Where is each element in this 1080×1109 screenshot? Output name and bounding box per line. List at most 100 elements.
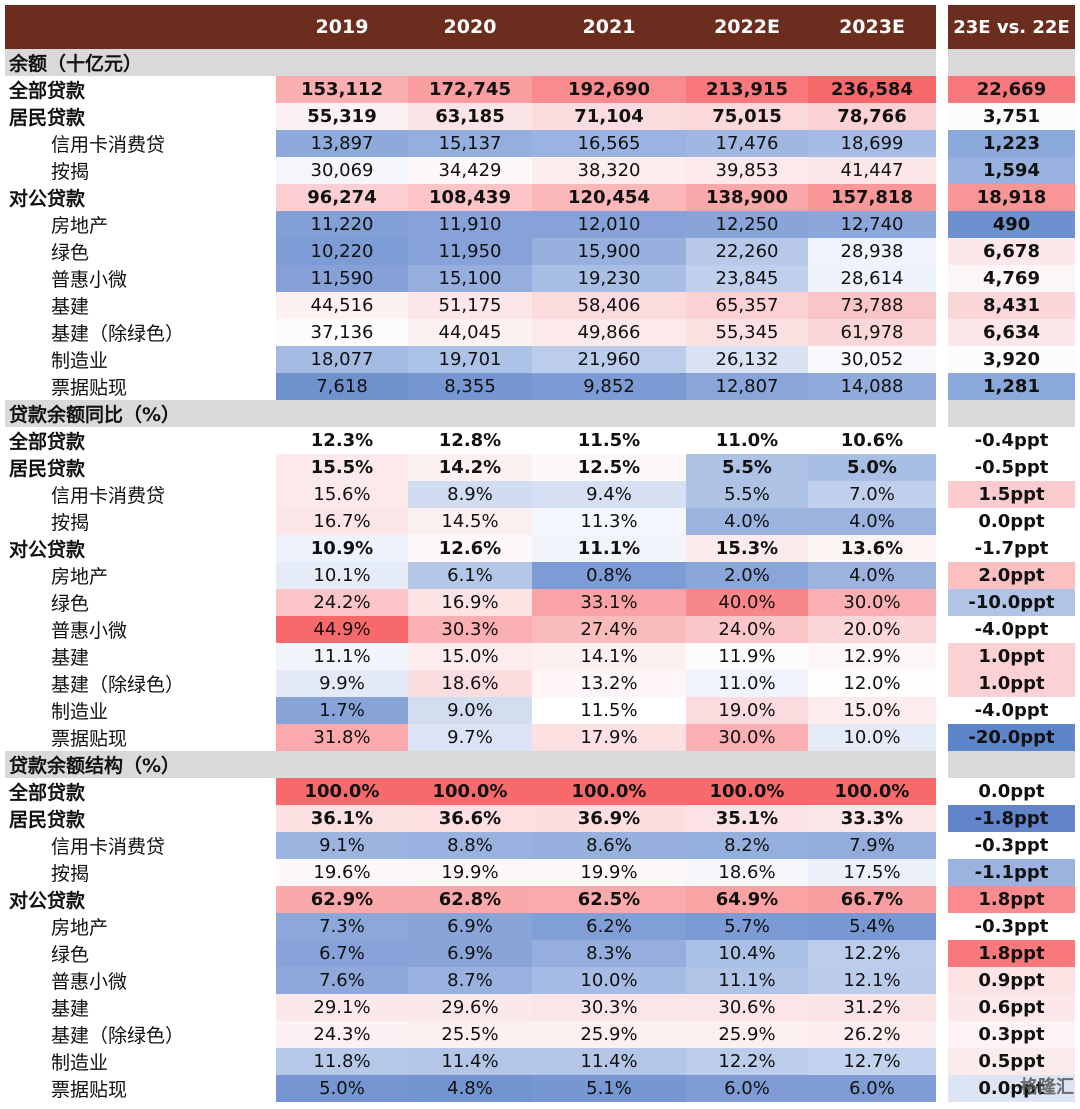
value-cell: 138,900 (686, 184, 808, 211)
value-cell: 15,100 (408, 265, 532, 292)
value-cell: 35.1% (686, 805, 808, 832)
table-row: 对公贷款 62.9% 62.8% 62.5% 64.9% 66.7% 1.8ppt (5, 886, 1075, 913)
table-row: 绿色 6.7% 6.9% 8.3% 10.4% 12.2% 1.8ppt (5, 940, 1075, 967)
header-year: 2023E (839, 16, 905, 38)
value-cell: 17.5% (808, 859, 936, 886)
column-gap (936, 1048, 948, 1075)
value-cell: 26.2% (808, 1021, 936, 1048)
table-row: 全部贷款 100.0% 100.0% 100.0% 100.0% 100.0% 0.0ppt (5, 778, 1075, 805)
column-gap (936, 697, 948, 724)
value-cell: 25.9% (532, 1021, 686, 1048)
table-row: 绿色 24.2% 16.9% 33.1% 40.0% 30.0% -10.0ppt (5, 589, 1075, 616)
value-cell: 6.9% (408, 940, 532, 967)
value-cell: 19.6% (276, 859, 408, 886)
row-label: 信用卡消费贷 (51, 836, 166, 858)
value-cell: 30.3% (408, 616, 532, 643)
column-gap (936, 130, 948, 157)
table-row: 普惠小微 11,590 15,100 19,230 23,845 28,614 4,769 (5, 265, 1075, 292)
table-row: 信用卡消费贷 13,897 15,137 16,565 17,476 18,699 1,22… (5, 130, 1075, 157)
value-cell: 29.1% (276, 994, 408, 1021)
table-row: 普惠小微 7.6% 8.7% 10.0% 11.1% 12.1% 0.9ppt (5, 967, 1075, 994)
row-label: 制造业 (51, 1052, 109, 1074)
row-label: 房地产 (51, 215, 109, 237)
table-body: 余额（十亿元） 全部贷款 153,112 172,745 192,690 213,915 2… (5, 49, 1075, 1102)
table-row: 居民贷款 15.5% 14.2% 12.5% 5.5% 5.0% -0.5ppt (5, 454, 1075, 481)
column-gap (936, 994, 948, 1021)
column-gap (936, 670, 948, 697)
value-cell: 30.6% (686, 994, 808, 1021)
value-cell: 7.0% (808, 481, 936, 508)
delta-cell: 1,281 (948, 373, 1075, 400)
table-row: 制造业 1.7% 9.0% 11.5% 19.0% 15.0% -4.0ppt (5, 697, 1075, 724)
value-cell: 55,319 (276, 103, 408, 130)
table-header: 2019 2020 2021 2022E 2023E 23E vs. 22E (5, 5, 1075, 49)
column-gap (936, 49, 948, 76)
row-label: 票据贴现 (51, 377, 128, 399)
value-cell: 44,045 (408, 319, 532, 346)
table-row: 信用卡消费贷 9.1% 8.8% 8.6% 8.2% 7.9% -0.3ppt (5, 832, 1075, 859)
column-gap (936, 184, 948, 211)
row-label: 绿色 (51, 242, 90, 264)
column-gap (936, 481, 948, 508)
value-cell: 12.3% (276, 427, 408, 454)
row-label: 基建（除绿色） (51, 323, 185, 345)
value-cell: 71,104 (532, 103, 686, 130)
loan-table: 2019 2020 2021 2022E 2023E 23E vs. 22E 余… (5, 5, 1075, 1102)
delta-cell: -4.0ppt (948, 616, 1075, 643)
table-row: 信用卡消费贷 15.6% 8.9% 9.4% 5.5% 7.0% 1.5ppt (5, 481, 1075, 508)
watermark: 格隆汇 (1020, 1077, 1074, 1098)
value-cell: 11.0% (686, 670, 808, 697)
value-cell: 12.7% (808, 1048, 936, 1075)
delta-cell: 3,751 (948, 103, 1075, 130)
column-gap (936, 886, 948, 913)
value-cell: 28,938 (808, 238, 936, 265)
column-gap (936, 76, 948, 103)
value-cell: 10.9% (276, 535, 408, 562)
row-label: 房地产 (51, 566, 109, 588)
value-cell: 11.9% (686, 643, 808, 670)
value-cell: 213,915 (686, 76, 808, 103)
value-cell: 41,447 (808, 157, 936, 184)
value-cell: 11.1% (686, 967, 808, 994)
column-gap (936, 508, 948, 535)
value-cell: 4.0% (686, 508, 808, 535)
column-gap (936, 211, 948, 238)
value-cell: 19.0% (686, 697, 808, 724)
value-cell: 11.0% (686, 427, 808, 454)
table-row: 普惠小微 44.9% 30.3% 27.4% 24.0% 20.0% -4.0ppt (5, 616, 1075, 643)
delta-cell: 8,431 (948, 292, 1075, 319)
value-cell: 12.0% (808, 670, 936, 697)
value-cell: 6.7% (276, 940, 408, 967)
row-label: 居民贷款 (9, 107, 86, 129)
value-cell: 7.9% (808, 832, 936, 859)
value-cell: 12,807 (686, 373, 808, 400)
value-cell: 15,137 (408, 130, 532, 157)
value-cell: 11.1% (532, 535, 686, 562)
column-gap (936, 265, 948, 292)
value-cell: 6.2% (532, 913, 686, 940)
row-label: 居民贷款 (9, 809, 86, 831)
value-cell: 62.8% (408, 886, 532, 913)
column-gap (936, 724, 948, 751)
value-cell: 14.5% (408, 508, 532, 535)
value-cell: 31.2% (808, 994, 936, 1021)
value-cell: 39,853 (686, 157, 808, 184)
value-cell: 25.5% (408, 1021, 532, 1048)
table-row: 制造业 11.8% 11.4% 11.4% 12.2% 12.7% 0.5ppt (5, 1048, 1075, 1075)
delta-cell: -0.4ppt (948, 427, 1075, 454)
table-row: 基建（除绿色） 24.3% 25.5% 25.9% 25.9% 26.2% 0.3ppt (5, 1021, 1075, 1048)
column-gap (936, 1021, 948, 1048)
value-cell: 19.9% (532, 859, 686, 886)
row-label: 按揭 (51, 512, 90, 534)
value-cell: 28,614 (808, 265, 936, 292)
row-label: 居民贷款 (9, 458, 86, 480)
row-label: 基建 (51, 296, 90, 318)
value-cell: 5.1% (532, 1075, 686, 1102)
value-cell: 5.5% (686, 454, 808, 481)
row-label: 票据贴现 (51, 1079, 128, 1101)
value-cell: 15.0% (808, 697, 936, 724)
table-row: 基建（除绿色） 9.9% 18.6% 13.2% 11.0% 12.0% 1.0ppt (5, 670, 1075, 697)
value-cell: 4.8% (408, 1075, 532, 1102)
table-row: 对公贷款 10.9% 12.6% 11.1% 15.3% 13.6% -1.7ppt (5, 535, 1075, 562)
value-cell: 11.5% (532, 427, 686, 454)
